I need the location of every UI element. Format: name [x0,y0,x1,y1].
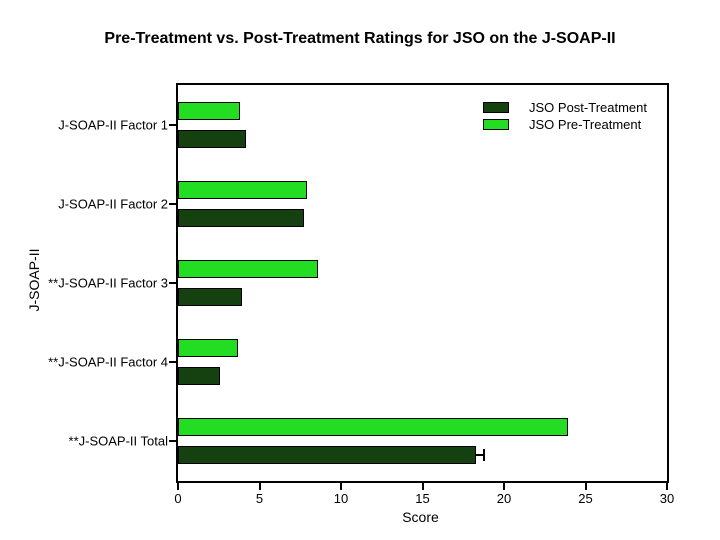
bar-post-treatment [178,129,247,148]
y-tick-mark [169,202,176,205]
x-tick-mark [503,483,505,490]
category-label: **J-SOAP-II Factor 3 [48,275,168,291]
legend-row: JSO Pre-Treatment [483,117,647,132]
bar-post-treatment [178,446,477,465]
x-tick-mark [666,483,668,490]
legend-row: JSO Post-Treatment [483,100,647,115]
bar-pre-treatment [178,339,239,358]
y-tick-mark [169,282,176,284]
x-tick-label: 20 [496,491,512,506]
bar-post-treatment [178,208,304,227]
category-label: J-SOAP-II Factor 2 [58,196,168,212]
x-tick-mark [258,483,261,490]
y-tick-mark [169,361,176,364]
bar-pre-treatment [178,180,307,199]
category-label: J-SOAP-II Factor 1 [58,117,168,133]
x-tick-label: 25 [578,491,593,506]
x-tick-label: 5 [255,491,264,506]
x-tick-mark [177,483,179,490]
bar-post-treatment [178,288,242,306]
chart-title: Pre-Treatment vs. Post-Treatment Ratings… [104,30,616,47]
category-label: **J-SOAP-II Factor 4 [48,354,168,370]
x-axis-title: Score [402,509,439,525]
y-tick-mark [169,123,176,126]
legend: JSO Post-Treatment JSO Pre-Treatment [483,100,647,134]
bar-pre-treatment [178,260,319,278]
legend-label: JSO Post-Treatment [529,100,647,115]
x-tick-label: 0 [174,491,182,506]
error-bar-cap [482,449,485,462]
legend-swatch [483,102,509,113]
x-tick-label: 10 [333,491,349,506]
x-tick-mark [584,483,587,490]
legend-label: JSO Pre-Treatment [529,117,642,132]
x-tick-mark [340,483,342,490]
plot-area: J-SOAP-II Factor 1 J-SOAP-II Factor 2 **J-… [48,83,674,506]
category-label: **J-SOAP-II Total [68,433,168,449]
y-tick-mark [169,440,176,443]
bar-pre-treatment [178,418,568,437]
bar-pre-treatment [178,101,240,120]
bar-post-treatment [178,367,221,386]
legend-swatch [483,119,509,130]
error-bar-line [476,454,483,457]
x-tick-mark [421,483,424,490]
x-tick-label: 15 [415,491,430,506]
x-tick-label: 30 [659,491,675,506]
